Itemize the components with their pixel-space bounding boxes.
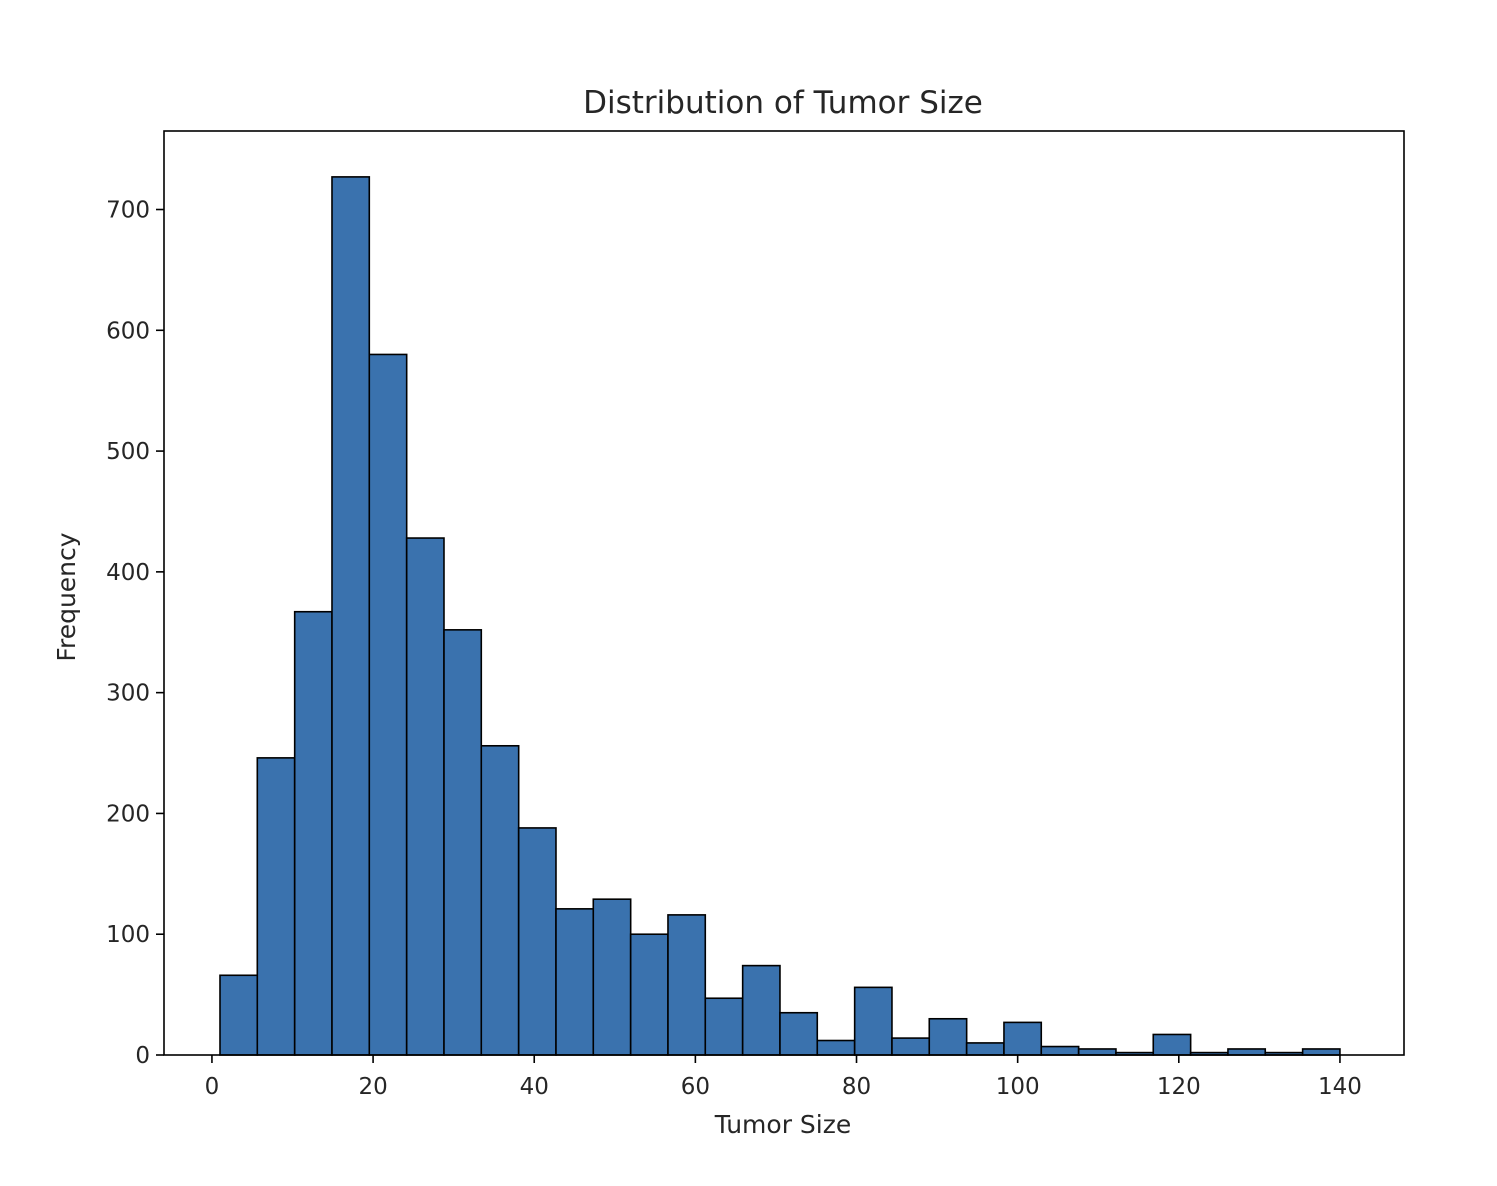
y-tick-label: 400 [106,560,150,586]
histogram-bar-14 [741,964,781,1056]
x-tick-label: 40 [520,1074,549,1100]
x-tick-label: 100 [996,1074,1040,1100]
histogram-bar-15 [779,1011,819,1056]
histogram-bar-20 [965,1042,1005,1056]
x-axis-ticks: 0 20 40 60 80 100 120 140 [205,1055,1362,1100]
x-tick-label: 120 [1157,1074,1201,1100]
histogram-bar-3 [331,176,371,1056]
x-tick-label: 140 [1318,1074,1362,1100]
chart-title: Distribution of Tumor Size [583,85,983,121]
y-tick-label: 200 [106,801,150,827]
bars-layer [219,176,1341,1056]
histogram-bar-29 [1301,1048,1341,1056]
y-tick-label: 600 [106,318,150,344]
histogram-bar-6 [443,629,483,1056]
x-tick-label: 20 [358,1074,387,1100]
y-tick-label: 500 [106,439,150,465]
histogram-bar-12 [667,914,707,1056]
histogram-bar-21 [1003,1021,1043,1056]
histogram-bar-5 [405,537,445,1056]
histogram-bar-11 [629,933,669,1056]
histogram-bar-1 [256,757,296,1056]
histogram-bar-17 [853,986,893,1056]
histogram-bar-27 [1227,1048,1267,1056]
histogram-bar-13 [704,997,744,1056]
histogram-bar-4 [368,353,408,1056]
y-tick-label: 100 [106,922,150,948]
histogram-bar-18 [891,1037,931,1056]
histogram-bar-7 [480,744,520,1056]
histogram-bar-2 [293,610,333,1056]
y-tick-label: 700 [106,198,150,224]
x-tick-label: 60 [681,1074,710,1100]
histogram-bar-16 [816,1039,856,1056]
y-axis-label: Frequency [52,532,81,661]
x-tick-label: 80 [842,1074,871,1100]
y-axis-ticks: 0 100 200 300 400 500 600 700 [106,198,164,1069]
x-axis-label: Tumor Size [714,1110,852,1139]
histogram-bar-22 [1040,1045,1080,1056]
x-tick-label: 0 [205,1074,220,1100]
histogram-bar-0 [219,974,259,1056]
histogram-bar-8 [517,827,557,1056]
histogram-bar-23 [1077,1048,1117,1056]
histogram-bar-10 [592,898,632,1056]
plot-frame [163,130,1405,1056]
histogram-bar-9 [555,908,595,1056]
y-tick-label: 300 [106,681,150,707]
histogram-bar-19 [928,1017,968,1056]
y-tick-label: 0 [135,1043,150,1069]
histogram-bar-25 [1152,1033,1192,1056]
